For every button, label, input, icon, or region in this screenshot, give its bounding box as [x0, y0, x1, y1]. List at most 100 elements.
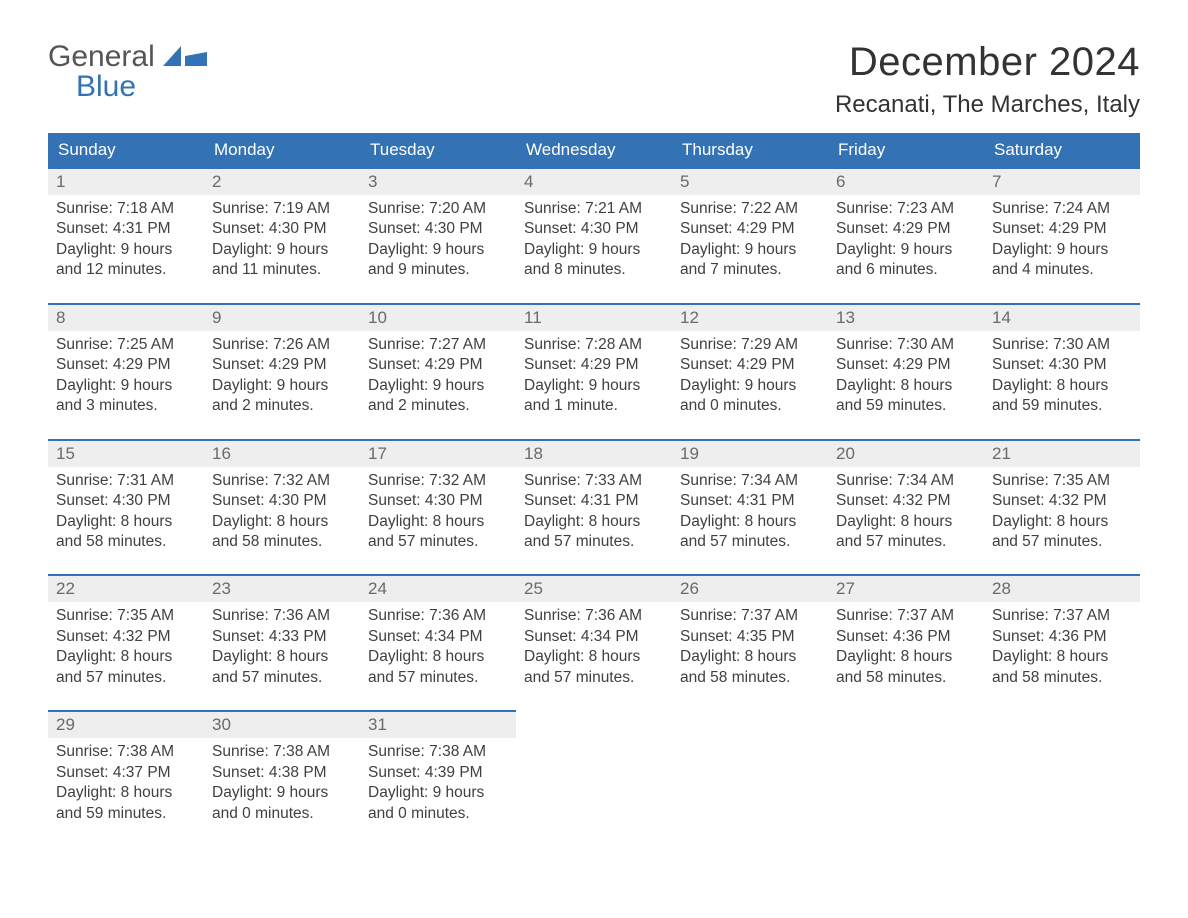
- day-sunset: Sunset: 4:38 PM: [212, 763, 352, 783]
- day-sunrise: Sunrise: 7:25 AM: [56, 335, 196, 355]
- calendar-week: 22Sunrise: 7:35 AMSunset: 4:32 PMDayligh…: [48, 574, 1140, 698]
- day-detail: Sunrise: 7:21 AMSunset: 4:30 PMDaylight:…: [516, 195, 672, 281]
- day-sunset: Sunset: 4:36 PM: [992, 627, 1132, 647]
- calendar-cell: 12Sunrise: 7:29 AMSunset: 4:29 PMDayligh…: [672, 303, 828, 427]
- day-sunset: Sunset: 4:29 PM: [836, 219, 976, 239]
- day-detail: Sunrise: 7:31 AMSunset: 4:30 PMDaylight:…: [48, 467, 204, 553]
- day-sunset: Sunset: 4:29 PM: [680, 219, 820, 239]
- day-d1: Daylight: 9 hours: [992, 240, 1132, 260]
- day-sunset: Sunset: 4:37 PM: [56, 763, 196, 783]
- day-sunrise: Sunrise: 7:35 AM: [992, 471, 1132, 491]
- day-number: 25: [516, 576, 672, 602]
- weeks-container: 1Sunrise: 7:18 AMSunset: 4:31 PMDaylight…: [48, 167, 1140, 834]
- day-sunset: Sunset: 4:34 PM: [524, 627, 664, 647]
- day-number: 7: [984, 169, 1140, 195]
- day-detail: Sunrise: 7:38 AMSunset: 4:37 PMDaylight:…: [48, 738, 204, 824]
- day-detail: Sunrise: 7:35 AMSunset: 4:32 PMDaylight:…: [48, 602, 204, 688]
- day-sunset: Sunset: 4:32 PM: [836, 491, 976, 511]
- day-number: 13: [828, 305, 984, 331]
- day-sunrise: Sunrise: 7:34 AM: [836, 471, 976, 491]
- day-sunset: Sunset: 4:39 PM: [368, 763, 508, 783]
- calendar-cell: 27Sunrise: 7:37 AMSunset: 4:36 PMDayligh…: [828, 574, 984, 698]
- day-d2: and 57 minutes.: [368, 532, 508, 552]
- calendar-cell: 2Sunrise: 7:19 AMSunset: 4:30 PMDaylight…: [204, 167, 360, 291]
- day-detail: Sunrise: 7:38 AMSunset: 4:39 PMDaylight:…: [360, 738, 516, 824]
- weekday-header: Monday: [204, 133, 360, 167]
- day-sunrise: Sunrise: 7:28 AM: [524, 335, 664, 355]
- day-detail: Sunrise: 7:28 AMSunset: 4:29 PMDaylight:…: [516, 331, 672, 417]
- weekday-header: Thursday: [672, 133, 828, 167]
- day-number: 14: [984, 305, 1140, 331]
- day-d1: Daylight: 8 hours: [992, 512, 1132, 532]
- day-d2: and 59 minutes.: [56, 804, 196, 824]
- day-d1: Daylight: 8 hours: [836, 376, 976, 396]
- day-sunset: Sunset: 4:30 PM: [524, 219, 664, 239]
- calendar-cell: 29Sunrise: 7:38 AMSunset: 4:37 PMDayligh…: [48, 710, 204, 834]
- day-detail: Sunrise: 7:38 AMSunset: 4:38 PMDaylight:…: [204, 738, 360, 824]
- day-sunrise: Sunrise: 7:23 AM: [836, 199, 976, 219]
- calendar-cell: 19Sunrise: 7:34 AMSunset: 4:31 PMDayligh…: [672, 439, 828, 563]
- calendar-cell: 15Sunrise: 7:31 AMSunset: 4:30 PMDayligh…: [48, 439, 204, 563]
- day-sunset: Sunset: 4:34 PM: [368, 627, 508, 647]
- day-detail: Sunrise: 7:32 AMSunset: 4:30 PMDaylight:…: [204, 467, 360, 553]
- calendar-cell: 16Sunrise: 7:32 AMSunset: 4:30 PMDayligh…: [204, 439, 360, 563]
- day-sunrise: Sunrise: 7:35 AM: [56, 606, 196, 626]
- day-d1: Daylight: 9 hours: [680, 376, 820, 396]
- day-d1: Daylight: 9 hours: [212, 240, 352, 260]
- day-sunrise: Sunrise: 7:30 AM: [992, 335, 1132, 355]
- day-d2: and 0 minutes.: [680, 396, 820, 416]
- day-sunset: Sunset: 4:29 PM: [836, 355, 976, 375]
- day-d2: and 57 minutes.: [56, 668, 196, 688]
- day-d2: and 58 minutes.: [56, 532, 196, 552]
- day-detail: Sunrise: 7:32 AMSunset: 4:30 PMDaylight:…: [360, 467, 516, 553]
- day-detail: Sunrise: 7:33 AMSunset: 4:31 PMDaylight:…: [516, 467, 672, 553]
- day-d2: and 11 minutes.: [212, 260, 352, 280]
- day-number: 15: [48, 441, 204, 467]
- calendar-cell: 26Sunrise: 7:37 AMSunset: 4:35 PMDayligh…: [672, 574, 828, 698]
- day-d1: Daylight: 8 hours: [56, 783, 196, 803]
- day-sunrise: Sunrise: 7:36 AM: [524, 606, 664, 626]
- day-detail: Sunrise: 7:18 AMSunset: 4:31 PMDaylight:…: [48, 195, 204, 281]
- day-d2: and 58 minutes.: [836, 668, 976, 688]
- day-sunrise: Sunrise: 7:34 AM: [680, 471, 820, 491]
- day-d2: and 57 minutes.: [212, 668, 352, 688]
- day-d1: Daylight: 9 hours: [836, 240, 976, 260]
- day-sunrise: Sunrise: 7:37 AM: [680, 606, 820, 626]
- day-d1: Daylight: 8 hours: [992, 376, 1132, 396]
- weekday-header: Saturday: [984, 133, 1140, 167]
- day-sunrise: Sunrise: 7:37 AM: [836, 606, 976, 626]
- day-d2: and 59 minutes.: [836, 396, 976, 416]
- day-sunset: Sunset: 4:32 PM: [992, 491, 1132, 511]
- day-number: 21: [984, 441, 1140, 467]
- day-sunrise: Sunrise: 7:21 AM: [524, 199, 664, 219]
- day-d1: Daylight: 8 hours: [212, 512, 352, 532]
- calendar-cell: 4Sunrise: 7:21 AMSunset: 4:30 PMDaylight…: [516, 167, 672, 291]
- day-number: 17: [360, 441, 516, 467]
- day-d2: and 57 minutes.: [368, 668, 508, 688]
- day-detail: Sunrise: 7:26 AMSunset: 4:29 PMDaylight:…: [204, 331, 360, 417]
- day-detail: Sunrise: 7:22 AMSunset: 4:29 PMDaylight:…: [672, 195, 828, 281]
- day-sunrise: Sunrise: 7:29 AM: [680, 335, 820, 355]
- day-detail: Sunrise: 7:30 AMSunset: 4:30 PMDaylight:…: [984, 331, 1140, 417]
- calendar-week: 29Sunrise: 7:38 AMSunset: 4:37 PMDayligh…: [48, 710, 1140, 834]
- calendar-cell: 31Sunrise: 7:38 AMSunset: 4:39 PMDayligh…: [360, 710, 516, 834]
- calendar-cell: 7Sunrise: 7:24 AMSunset: 4:29 PMDaylight…: [984, 167, 1140, 291]
- day-sunset: Sunset: 4:33 PM: [212, 627, 352, 647]
- calendar-cell: 3Sunrise: 7:20 AMSunset: 4:30 PMDaylight…: [360, 167, 516, 291]
- day-sunset: Sunset: 4:31 PM: [56, 219, 196, 239]
- day-sunrise: Sunrise: 7:31 AM: [56, 471, 196, 491]
- brand-logo: General Blue: [48, 40, 207, 104]
- day-number: 26: [672, 576, 828, 602]
- day-d2: and 57 minutes.: [524, 668, 664, 688]
- day-sunset: Sunset: 4:29 PM: [992, 219, 1132, 239]
- day-sunrise: Sunrise: 7:32 AM: [212, 471, 352, 491]
- day-d2: and 3 minutes.: [56, 396, 196, 416]
- day-number: 20: [828, 441, 984, 467]
- day-d2: and 6 minutes.: [836, 260, 976, 280]
- day-number: 29: [48, 712, 204, 738]
- calendar-cell: 13Sunrise: 7:30 AMSunset: 4:29 PMDayligh…: [828, 303, 984, 427]
- calendar-cell: 9Sunrise: 7:26 AMSunset: 4:29 PMDaylight…: [204, 303, 360, 427]
- day-d2: and 0 minutes.: [368, 804, 508, 824]
- day-d1: Daylight: 8 hours: [836, 512, 976, 532]
- calendar-cell: 18Sunrise: 7:33 AMSunset: 4:31 PMDayligh…: [516, 439, 672, 563]
